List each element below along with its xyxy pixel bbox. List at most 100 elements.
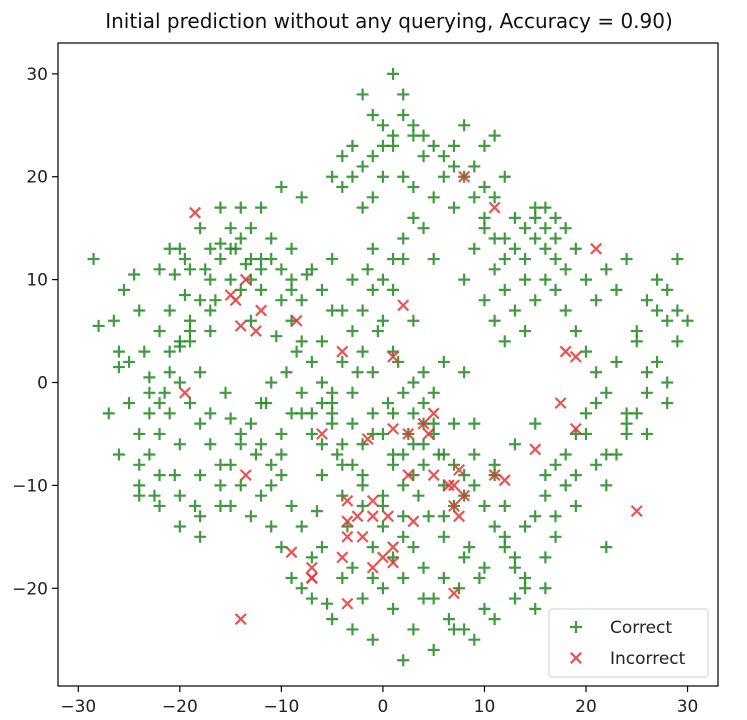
- correct-point: [671, 304, 684, 317]
- correct-point: [346, 273, 359, 286]
- correct-point: [478, 499, 491, 512]
- incorrect-point: [305, 571, 318, 584]
- correct-point: [316, 397, 328, 410]
- correct-point: [630, 407, 643, 420]
- correct-point: [407, 211, 420, 224]
- correct-point: [295, 520, 308, 533]
- correct-point: [128, 268, 141, 281]
- correct-point: [590, 397, 603, 410]
- correct-point: [463, 541, 476, 554]
- legend-marker-glyph: [570, 652, 582, 664]
- correct-point: [580, 407, 592, 420]
- correct-point: [346, 170, 359, 183]
- correct-point: [316, 335, 328, 348]
- correct-point: [173, 376, 186, 389]
- correct-point: [326, 253, 339, 266]
- correct-point: [255, 397, 268, 410]
- correct-point: [376, 520, 389, 533]
- correct-point: [397, 448, 410, 461]
- correct-point: [478, 602, 491, 615]
- correct-point: [244, 314, 257, 327]
- incorrect-point: [305, 561, 318, 574]
- correct-point: [275, 448, 288, 461]
- correct-point: [498, 530, 511, 543]
- correct-point: [346, 561, 359, 574]
- incorrect-point: [453, 510, 466, 523]
- correct-point: [295, 294, 308, 307]
- correct-point: [153, 397, 166, 410]
- correct-point: [458, 623, 471, 636]
- correct-point: [610, 448, 623, 461]
- correct-point: [366, 407, 379, 420]
- correct-point: [346, 458, 359, 471]
- correct-point: [376, 119, 389, 132]
- correct-point: [417, 150, 430, 163]
- correct-point: [316, 438, 328, 451]
- correct-point: [356, 201, 369, 214]
- correct-point: [488, 129, 501, 142]
- incorrect-point: [178, 386, 191, 399]
- correct-point: [204, 304, 217, 317]
- correct-point: [382, 397, 394, 410]
- correct-point: [285, 407, 298, 420]
- correct-point: [204, 242, 217, 255]
- correct-point: [285, 283, 298, 296]
- correct-point: [153, 325, 166, 338]
- correct-point: [275, 541, 288, 554]
- correct-point: [285, 273, 298, 286]
- correct-point: [123, 355, 136, 368]
- correct-point: [488, 191, 501, 204]
- correct-point: [417, 129, 430, 142]
- correct-point: [209, 294, 222, 307]
- correct-point: [275, 469, 288, 482]
- correct-point: [336, 304, 349, 317]
- correct-point: [153, 263, 166, 276]
- y-tick-label: 20: [26, 168, 48, 188]
- correct-point: [397, 510, 410, 523]
- correct-point: [133, 427, 146, 440]
- correct-point: [407, 376, 420, 389]
- correct-point: [234, 283, 247, 296]
- incorrect-point: [488, 469, 501, 482]
- correct-point: [326, 613, 339, 626]
- correct-point: [234, 438, 247, 451]
- correct-point: [285, 242, 298, 255]
- incorrect-point: [361, 433, 374, 446]
- correct-point: [590, 458, 603, 471]
- correct-point: [427, 643, 440, 656]
- incorrect-point: [422, 427, 435, 440]
- correct-point: [539, 582, 552, 595]
- correct-point: [270, 330, 283, 343]
- correct-point: [630, 325, 643, 338]
- incorrect-point: [488, 201, 501, 214]
- correct-point: [427, 592, 440, 605]
- correct-point: [376, 139, 389, 152]
- incorrect-point: [427, 469, 440, 482]
- correct-point: [366, 571, 379, 584]
- correct-point: [204, 273, 217, 286]
- correct-point: [529, 417, 542, 430]
- correct-point: [356, 160, 369, 173]
- correct-point: [214, 479, 227, 492]
- correct-point: [387, 253, 400, 266]
- legend-marker-incorrect: [570, 652, 582, 664]
- correct-point: [168, 469, 181, 482]
- incorrect-point: [356, 530, 369, 543]
- correct-point: [651, 355, 664, 368]
- incorrect-point: [239, 273, 252, 286]
- correct-point: [112, 361, 125, 374]
- correct-point: [280, 366, 293, 379]
- correct-point: [427, 386, 440, 399]
- correct-point: [168, 268, 181, 281]
- incorrect-point: [442, 479, 455, 492]
- legend-label-correct: Correct: [610, 618, 672, 638]
- correct-point: [173, 489, 186, 502]
- correct-point: [549, 232, 562, 245]
- incorrect-point: [366, 561, 379, 574]
- correct-point: [529, 294, 542, 307]
- correct-point: [178, 289, 191, 302]
- correct-point: [194, 510, 207, 523]
- series-layer: [87, 67, 694, 667]
- correct-point: [138, 345, 151, 358]
